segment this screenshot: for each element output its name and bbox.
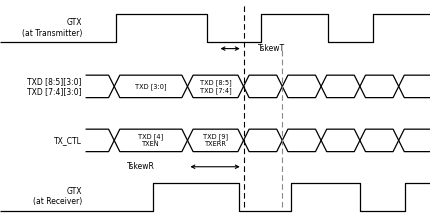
Text: TXD [4]
TXEN: TXD [4] TXEN <box>138 133 163 147</box>
Text: TXD [8:5]
TXD [7:4]: TXD [8:5] TXD [7:4] <box>199 79 231 94</box>
Text: GTX
(at Transmitter): GTX (at Transmitter) <box>22 18 82 38</box>
Text: GTX
(at Receiver): GTX (at Receiver) <box>33 187 82 206</box>
Text: TskewT: TskewT <box>257 44 284 53</box>
Text: TskewR: TskewR <box>127 162 155 171</box>
Text: TXD [3:0]: TXD [3:0] <box>135 83 166 90</box>
Text: TXD [9]
TXERR: TXD [9] TXERR <box>203 133 227 147</box>
Text: TX_CTL: TX_CTL <box>54 136 82 145</box>
Text: TXD [8:5][3:0]
TXD [7:4][3:0]: TXD [8:5][3:0] TXD [7:4][3:0] <box>27 77 82 96</box>
